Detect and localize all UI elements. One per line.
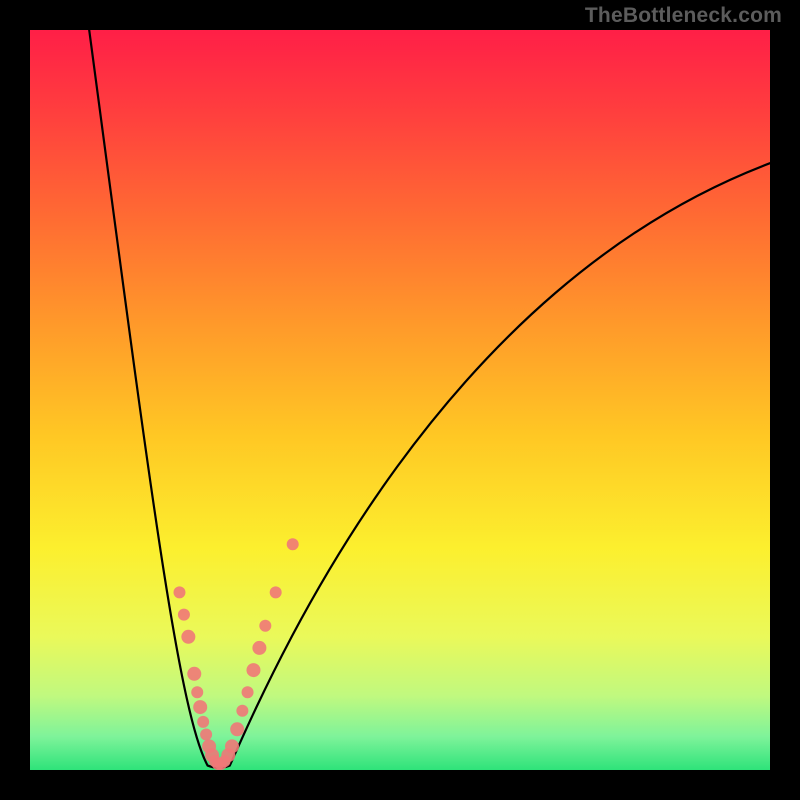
chart-frame: TheBottleneck.com bbox=[0, 0, 800, 800]
plot-area bbox=[30, 30, 770, 770]
data-marker bbox=[197, 716, 209, 728]
data-marker bbox=[252, 641, 266, 655]
data-marker bbox=[242, 686, 254, 698]
data-marker bbox=[225, 739, 239, 753]
data-marker bbox=[191, 686, 203, 698]
data-marker bbox=[200, 728, 212, 740]
data-marker bbox=[230, 722, 244, 736]
data-marker bbox=[287, 538, 299, 550]
data-marker bbox=[270, 586, 282, 598]
data-marker bbox=[178, 609, 190, 621]
data-marker bbox=[246, 663, 260, 677]
data-marker bbox=[236, 705, 248, 717]
data-marker bbox=[173, 586, 185, 598]
data-marker bbox=[187, 667, 201, 681]
data-marker bbox=[193, 700, 207, 714]
watermark-text: TheBottleneck.com bbox=[585, 4, 782, 28]
bottleneck-curve-plot bbox=[30, 30, 770, 770]
data-marker bbox=[181, 630, 195, 644]
data-marker bbox=[259, 620, 271, 632]
gradient-background bbox=[30, 30, 770, 770]
